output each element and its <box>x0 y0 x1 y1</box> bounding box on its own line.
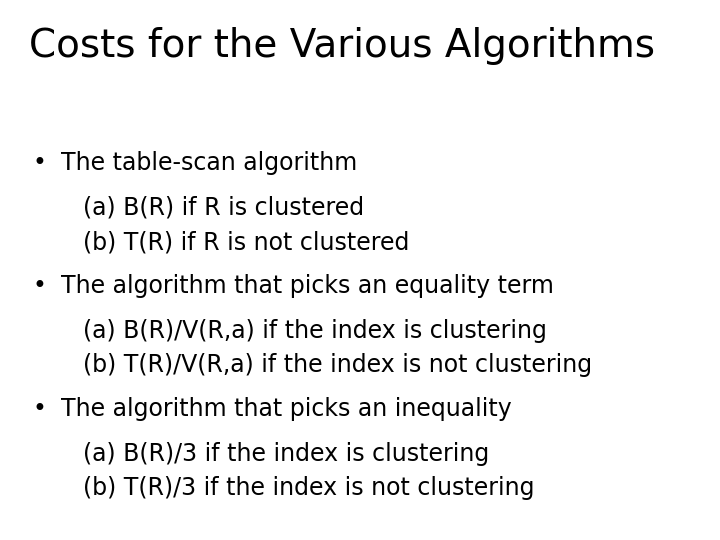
Text: (b) T(R)/V(R,a) if the index is not clustering: (b) T(R)/V(R,a) if the index is not clus… <box>83 353 592 377</box>
Text: (b) T(R) if R is not clustered: (b) T(R) if R is not clustered <box>83 230 409 254</box>
Text: (a) B(R)/3 if the index is clustering: (a) B(R)/3 if the index is clustering <box>83 442 489 465</box>
Text: The table-scan algorithm: The table-scan algorithm <box>61 151 357 175</box>
Text: (a) B(R)/V(R,a) if the index is clustering: (a) B(R)/V(R,a) if the index is clusteri… <box>83 319 546 342</box>
Text: •: • <box>32 274 46 298</box>
Text: •: • <box>32 151 46 175</box>
Text: Costs for the Various Algorithms: Costs for the Various Algorithms <box>29 27 654 65</box>
Text: The algorithm that picks an equality term: The algorithm that picks an equality ter… <box>61 274 554 298</box>
Text: The algorithm that picks an inequality: The algorithm that picks an inequality <box>61 397 512 421</box>
Text: (a) B(R) if R is clustered: (a) B(R) if R is clustered <box>83 195 364 219</box>
Text: •: • <box>32 397 46 421</box>
Text: (b) T(R)/3 if the index is not clustering: (b) T(R)/3 if the index is not clusterin… <box>83 476 534 500</box>
